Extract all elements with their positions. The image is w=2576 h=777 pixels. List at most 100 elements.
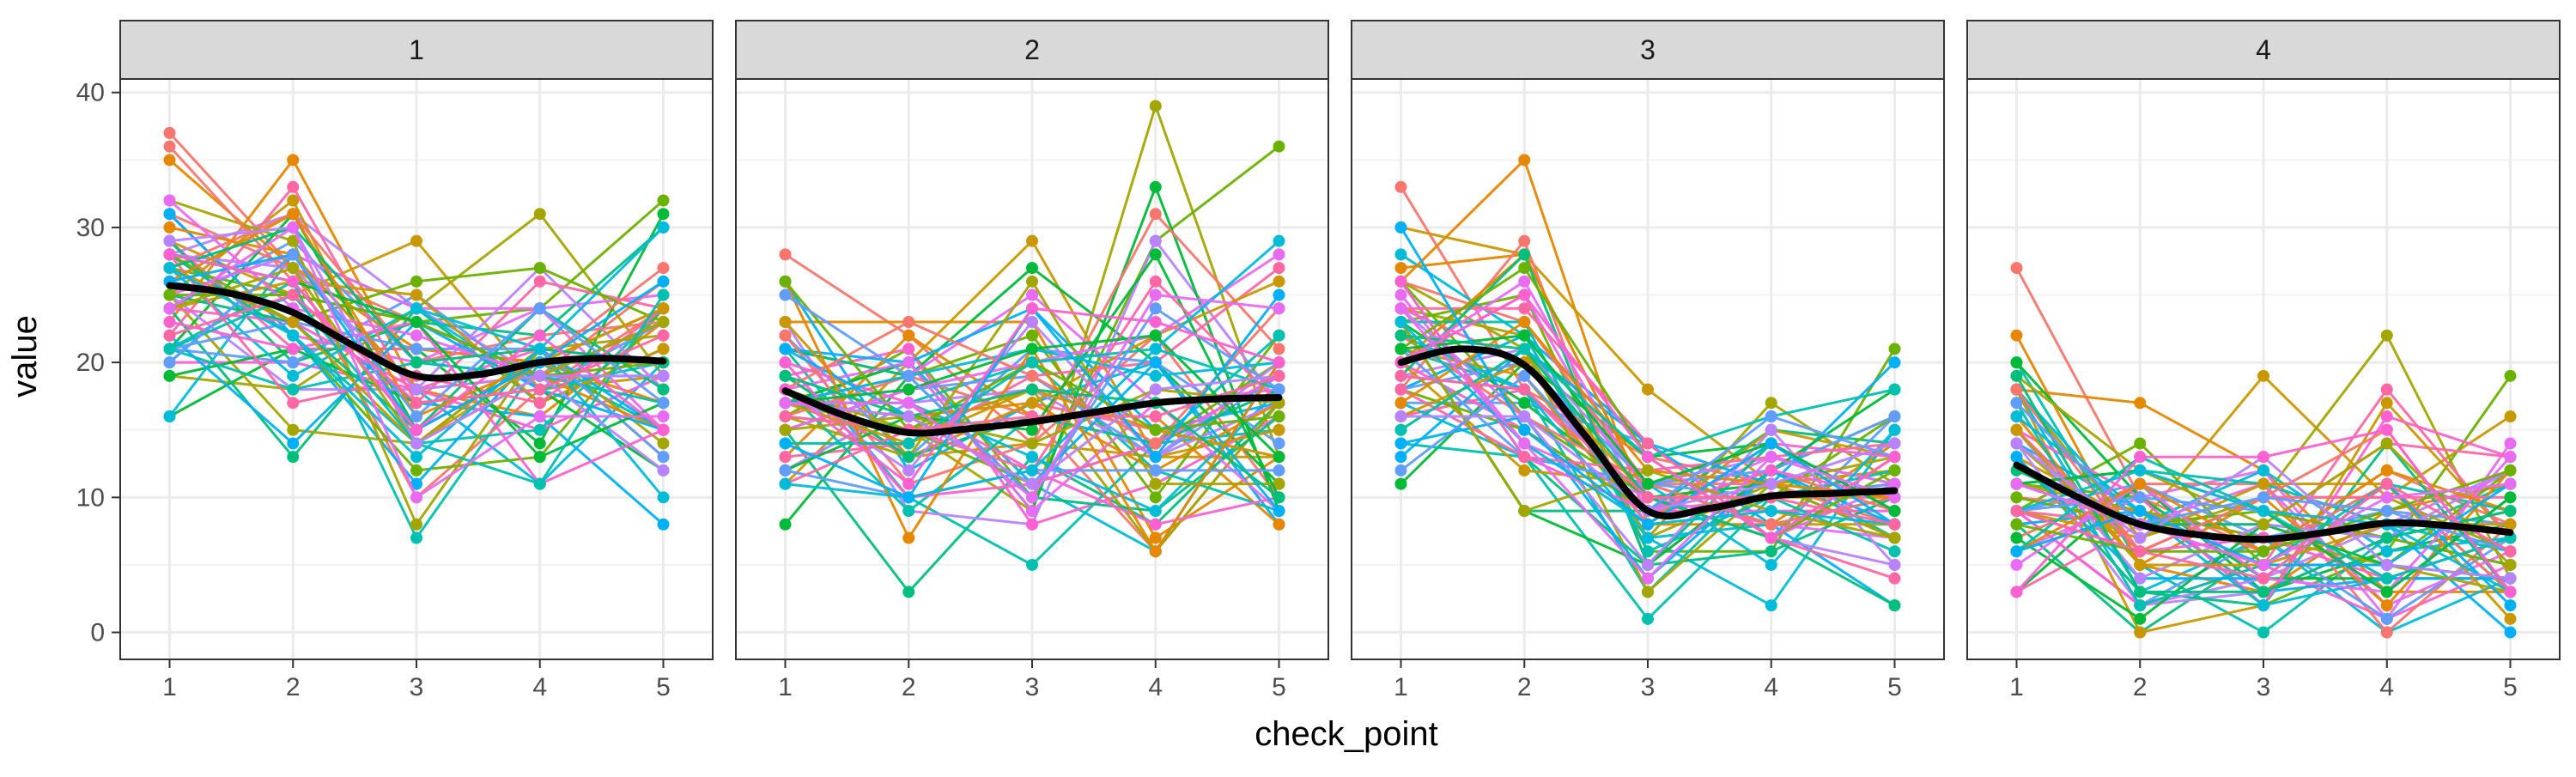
series-point <box>2134 491 2147 504</box>
series-point <box>2134 545 2147 558</box>
series-point <box>1888 356 1901 369</box>
series-point <box>1273 491 1285 504</box>
series-point <box>287 437 300 450</box>
series-point <box>1888 545 1901 558</box>
y-tick-label: 10 <box>76 483 105 512</box>
x-axis-title: check_point <box>1255 715 1437 753</box>
series-point <box>1394 329 1407 342</box>
series-point <box>2010 329 2023 342</box>
series-point <box>1273 451 1285 464</box>
series-point <box>1149 343 1162 355</box>
series-point <box>1888 491 1901 504</box>
x-tick-label: 3 <box>1025 673 1040 701</box>
series-point <box>2134 626 2147 639</box>
series-point <box>657 410 670 423</box>
series-point <box>410 410 422 423</box>
series-point <box>1149 505 1162 518</box>
series-point <box>1026 288 1038 301</box>
series-point <box>410 477 422 490</box>
series-point <box>287 397 300 410</box>
series-point <box>1149 248 1162 261</box>
series-point <box>657 518 670 531</box>
x-tick-label: 2 <box>902 673 916 701</box>
series-point <box>2257 558 2269 571</box>
series-point <box>1888 477 1901 490</box>
series-point <box>1026 505 1038 518</box>
series-point <box>1765 397 1777 410</box>
series-point <box>2010 586 2023 598</box>
series-point <box>2380 397 2393 410</box>
series-point <box>657 221 670 234</box>
series-point <box>1026 369 1038 382</box>
series-point <box>657 208 670 221</box>
series-point <box>2257 545 2269 558</box>
series-point <box>1765 464 1777 477</box>
series-point <box>1394 180 1407 193</box>
series-point <box>410 451 422 464</box>
series-point <box>163 208 176 221</box>
series-point <box>1642 464 1654 477</box>
x-tick-label: 1 <box>2009 673 2024 701</box>
series-point <box>410 343 422 355</box>
series-point <box>779 423 792 436</box>
series-point <box>163 248 176 261</box>
series-point <box>1765 599 1777 612</box>
series-point <box>1394 451 1407 464</box>
series-point <box>1026 491 1038 504</box>
series-point <box>1149 518 1162 531</box>
series-point <box>287 369 300 382</box>
series-point <box>902 329 915 342</box>
series-point <box>2504 491 2517 504</box>
series-point <box>2010 558 2023 571</box>
series-point <box>902 451 915 464</box>
series-point <box>2257 572 2269 585</box>
series-point <box>2380 626 2393 639</box>
x-tick-label: 3 <box>410 673 424 701</box>
y-tick-label: 20 <box>76 349 105 377</box>
facet-panel-4: 4 1 2 3 4 5 <box>1966 20 2561 701</box>
x-tick-label: 5 <box>2503 673 2518 701</box>
series-point <box>163 154 176 167</box>
series-point <box>1518 464 1531 477</box>
x-tick-label: 4 <box>532 673 547 701</box>
series-point <box>1149 437 1162 450</box>
series-point <box>2380 531 2393 544</box>
series-point <box>1149 369 1162 382</box>
series-point <box>287 315 300 328</box>
series-point <box>2010 505 2023 518</box>
series-point <box>779 451 792 464</box>
series-point <box>2380 572 2393 585</box>
series-point <box>1394 248 1407 261</box>
series-point <box>1149 423 1162 436</box>
series-point <box>1518 383 1531 396</box>
series-point <box>1765 451 1777 464</box>
series-point <box>1026 423 1038 436</box>
series-point <box>902 437 915 450</box>
series-point <box>1765 531 1777 544</box>
series-point <box>1518 302 1531 315</box>
series-point <box>287 154 300 167</box>
series-point <box>2134 599 2147 612</box>
series-point <box>2504 599 2517 612</box>
series-point <box>287 343 300 355</box>
series-point <box>1765 545 1777 558</box>
series-point <box>2257 451 2269 464</box>
series-point <box>287 221 300 234</box>
series-point <box>1642 545 1654 558</box>
series-point <box>1394 275 1407 288</box>
y-tick-label: 40 <box>76 79 105 107</box>
series-point <box>1518 451 1531 464</box>
x-tick-label: 1 <box>162 673 177 701</box>
series-point <box>2257 586 2269 598</box>
series-point <box>1273 234 1285 247</box>
series-point <box>1394 423 1407 436</box>
series-point <box>1149 100 1162 112</box>
series-point <box>2504 477 2517 490</box>
series-point <box>779 464 792 477</box>
series-point <box>2010 397 2023 410</box>
y-tick-label: 0 <box>90 619 105 647</box>
series-point <box>1394 397 1407 410</box>
series-point <box>1394 315 1407 328</box>
series-point <box>533 275 546 288</box>
